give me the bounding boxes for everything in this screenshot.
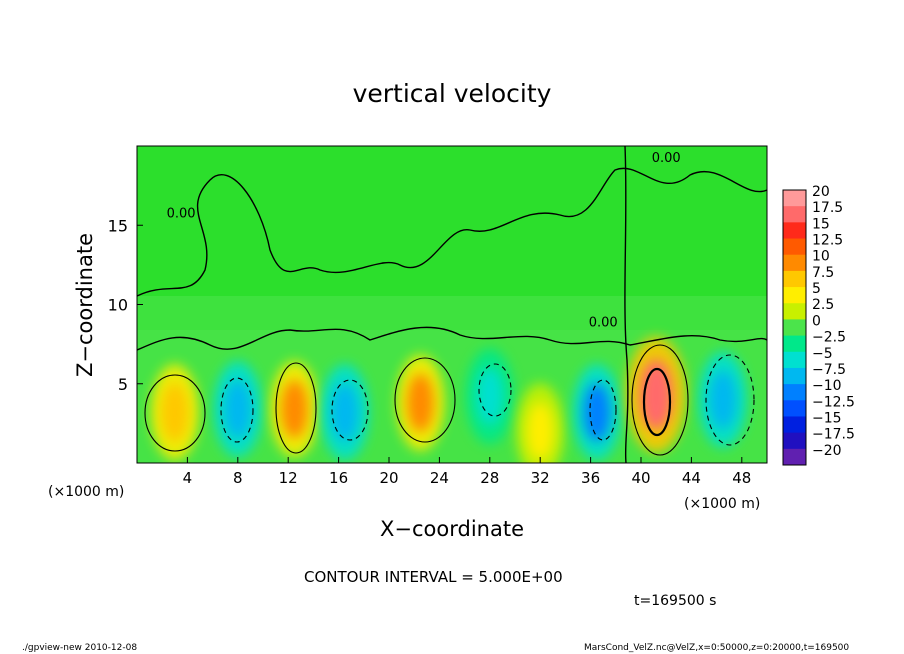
colorbar-label-10: −5: [812, 346, 833, 362]
contour-lines: [137, 146, 767, 463]
contour-cell-6: [478, 363, 512, 417]
x-tick-label-20: 20: [379, 469, 398, 487]
colorbar-label-0: 20: [812, 184, 830, 200]
x-tick-label-16: 16: [329, 469, 348, 487]
contour-cell-3: [275, 362, 317, 454]
colorbar-label-3: 12.5: [812, 233, 843, 249]
contour-label-1: 0.00: [652, 151, 681, 166]
contour-cell-1: [144, 374, 206, 452]
x-axis-label: X−coordinate: [380, 517, 524, 541]
upper-level-band: [137, 146, 767, 296]
zero-contour-vertical: [624, 146, 629, 463]
footer-left: ./gpview-new 2010-12-08: [22, 643, 138, 653]
contour-ellipses: [144, 344, 755, 456]
zero-contour-upper: [137, 167, 767, 297]
colorbar-swatch-4: [783, 254, 806, 272]
y-tick-label-10: 10: [108, 296, 128, 315]
y-tick-label-5: 5: [118, 375, 128, 394]
x-tick-label-44: 44: [682, 469, 701, 487]
colorbar-swatch-10: [783, 351, 806, 369]
x-tick-label-28: 28: [480, 469, 499, 487]
colorbar-swatch-15: [783, 432, 806, 450]
x-tick-label-4: 4: [183, 469, 193, 487]
contour-cell-5: [394, 357, 456, 443]
colorbar-swatch-14: [783, 416, 806, 434]
colorbar-label-12: −10: [812, 378, 842, 394]
colorbar-swatch-1: [783, 206, 806, 223]
contour-label-3: 0.00: [589, 316, 618, 331]
colorbar-label-4: 10: [812, 249, 830, 265]
x-tick-label-12: 12: [279, 469, 298, 487]
chart-title: vertical velocity: [353, 79, 552, 108]
contour-cell-8: [631, 344, 689, 456]
colorbar-swatch-13: [783, 400, 806, 417]
x-tick-label-32: 32: [531, 469, 550, 487]
x-tick-label-48: 48: [732, 469, 751, 487]
colorbar-label-6: 5: [812, 281, 821, 297]
colorbar-label-1: 17.5: [812, 200, 843, 216]
contour-cell-4: [331, 379, 369, 441]
x-tick-label-40: 40: [631, 469, 650, 487]
colorbar-label-14: −15: [812, 410, 842, 426]
cells-layer: [150, 336, 747, 463]
colorbar: 2017.51512.5107.552.50−2.5−5−7.5−10−12.5…: [782, 184, 855, 466]
plot-area: 0.00 0.00 0.00: [137, 146, 767, 463]
x-unit-right: (×1000 m): [684, 496, 760, 512]
contour-interval: CONTOUR INTERVAL = 5.000E+00: [304, 568, 563, 586]
contour-cell-2: [220, 377, 254, 443]
colorbar-swatch-11: [783, 367, 806, 385]
time-label: t=169500 s: [634, 593, 717, 609]
contour-cell-8-inner: [642, 367, 672, 437]
y-tick-label-15: 15: [108, 216, 128, 235]
colorbar-swatch-2: [783, 222, 806, 240]
colorbar-swatch-3: [783, 238, 806, 256]
cell-core-3: [281, 380, 308, 438]
contour-label-2: 0.00: [167, 206, 196, 221]
x-tick-label-36: 36: [581, 469, 600, 487]
colorbar-swatch-16: [783, 448, 806, 466]
y-axis-label: Z−coordinate: [73, 233, 97, 377]
cell-core-7: [527, 402, 554, 461]
colorbar-label-13: −12.5: [812, 394, 855, 410]
colorbar-label-8: 0: [812, 313, 821, 329]
cell-core-2: [224, 380, 251, 438]
colorbar-label-11: −7.5: [812, 362, 846, 378]
cell-core-6: [476, 367, 503, 426]
colorbar-swatch-7: [783, 303, 806, 320]
colorbar-label-15: −17.5: [812, 427, 855, 443]
colorbar-label-5: 7.5: [812, 265, 834, 281]
contour-cell-7: [589, 379, 617, 441]
colorbar-swatch-0: [783, 190, 806, 207]
x-unit-left: (×1000 m): [48, 484, 124, 500]
colorbar-swatch-6: [783, 287, 806, 304]
colorbar-swatch-12: [783, 384, 806, 401]
cell-core-10: [709, 370, 737, 429]
colorbar-label-16: −20: [812, 443, 842, 459]
cell-core-1: [161, 383, 188, 442]
footer-right: MarsCond_VelZ.nc@VelZ,x=0:50000,z=0:2000…: [584, 643, 850, 653]
colorbar-swatch-8: [783, 319, 806, 337]
colorbar-label-2: 15: [812, 216, 830, 232]
x-tick-label-24: 24: [430, 469, 449, 487]
colorbar-swatch-9: [783, 335, 806, 353]
cell-core-8: [583, 383, 611, 442]
colorbar-frame: [782, 189, 807, 466]
y-ticks: 5 10 15: [108, 216, 143, 394]
contour-cell-9: [705, 354, 755, 446]
x-ticks: 4 8 12 16 20 24 28 32 36 40 44 48: [183, 457, 751, 487]
cell-core-4: [331, 383, 359, 442]
colorbar-label-7: 2.5: [812, 297, 834, 313]
colorbar-label-9: −2.5: [812, 330, 846, 346]
zero-contour-mid: [137, 326, 767, 351]
colorbar-swatch-5: [783, 270, 806, 288]
x-tick-label-8: 8: [233, 469, 243, 487]
cell-core-5: [407, 373, 434, 432]
contour-label-layer: 0.00 0.00 0.00: [167, 151, 681, 331]
